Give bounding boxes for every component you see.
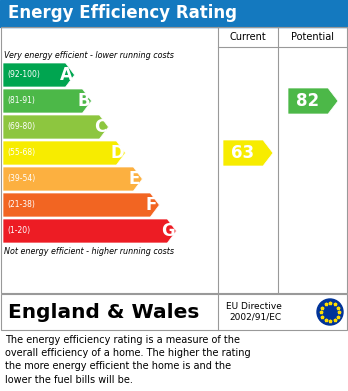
Text: B: B (77, 92, 90, 110)
Text: 82: 82 (296, 92, 319, 110)
Polygon shape (3, 89, 92, 113)
Text: Energy Efficiency Rating: Energy Efficiency Rating (8, 5, 237, 23)
Text: (92-100): (92-100) (7, 70, 40, 79)
Text: Not energy efficient - higher running costs: Not energy efficient - higher running co… (4, 248, 174, 256)
Text: C: C (94, 118, 106, 136)
Polygon shape (3, 219, 176, 243)
Polygon shape (223, 140, 273, 166)
Text: 63: 63 (231, 144, 255, 162)
Text: (1-20): (1-20) (7, 226, 30, 235)
Text: Potential: Potential (292, 32, 334, 42)
Text: (69-80): (69-80) (7, 122, 35, 131)
Text: E: E (129, 170, 140, 188)
Polygon shape (3, 193, 159, 217)
Bar (1, 27, 347, 293)
Text: (55-68): (55-68) (7, 149, 35, 158)
Text: Current: Current (230, 32, 266, 42)
Text: (39-54): (39-54) (7, 174, 35, 183)
Text: A: A (60, 66, 73, 84)
Circle shape (317, 299, 343, 325)
Polygon shape (3, 63, 74, 87)
Text: (21-38): (21-38) (7, 201, 35, 210)
Polygon shape (3, 141, 125, 165)
Polygon shape (3, 115, 109, 139)
Bar (0, 0, 348, 27)
Text: England & Wales: England & Wales (8, 303, 199, 321)
Text: EU Directive
2002/91/EC: EU Directive 2002/91/EC (226, 302, 282, 322)
Polygon shape (3, 167, 142, 191)
Text: F: F (146, 196, 157, 214)
Text: (81-91): (81-91) (7, 97, 35, 106)
Text: G: G (161, 222, 175, 240)
Text: Very energy efficient - lower running costs: Very energy efficient - lower running co… (4, 52, 174, 61)
Text: The energy efficiency rating is a measure of the
overall efficiency of a home. T: The energy efficiency rating is a measur… (5, 335, 251, 385)
Text: D: D (111, 144, 124, 162)
Bar (1, 294, 347, 330)
Polygon shape (288, 88, 338, 114)
